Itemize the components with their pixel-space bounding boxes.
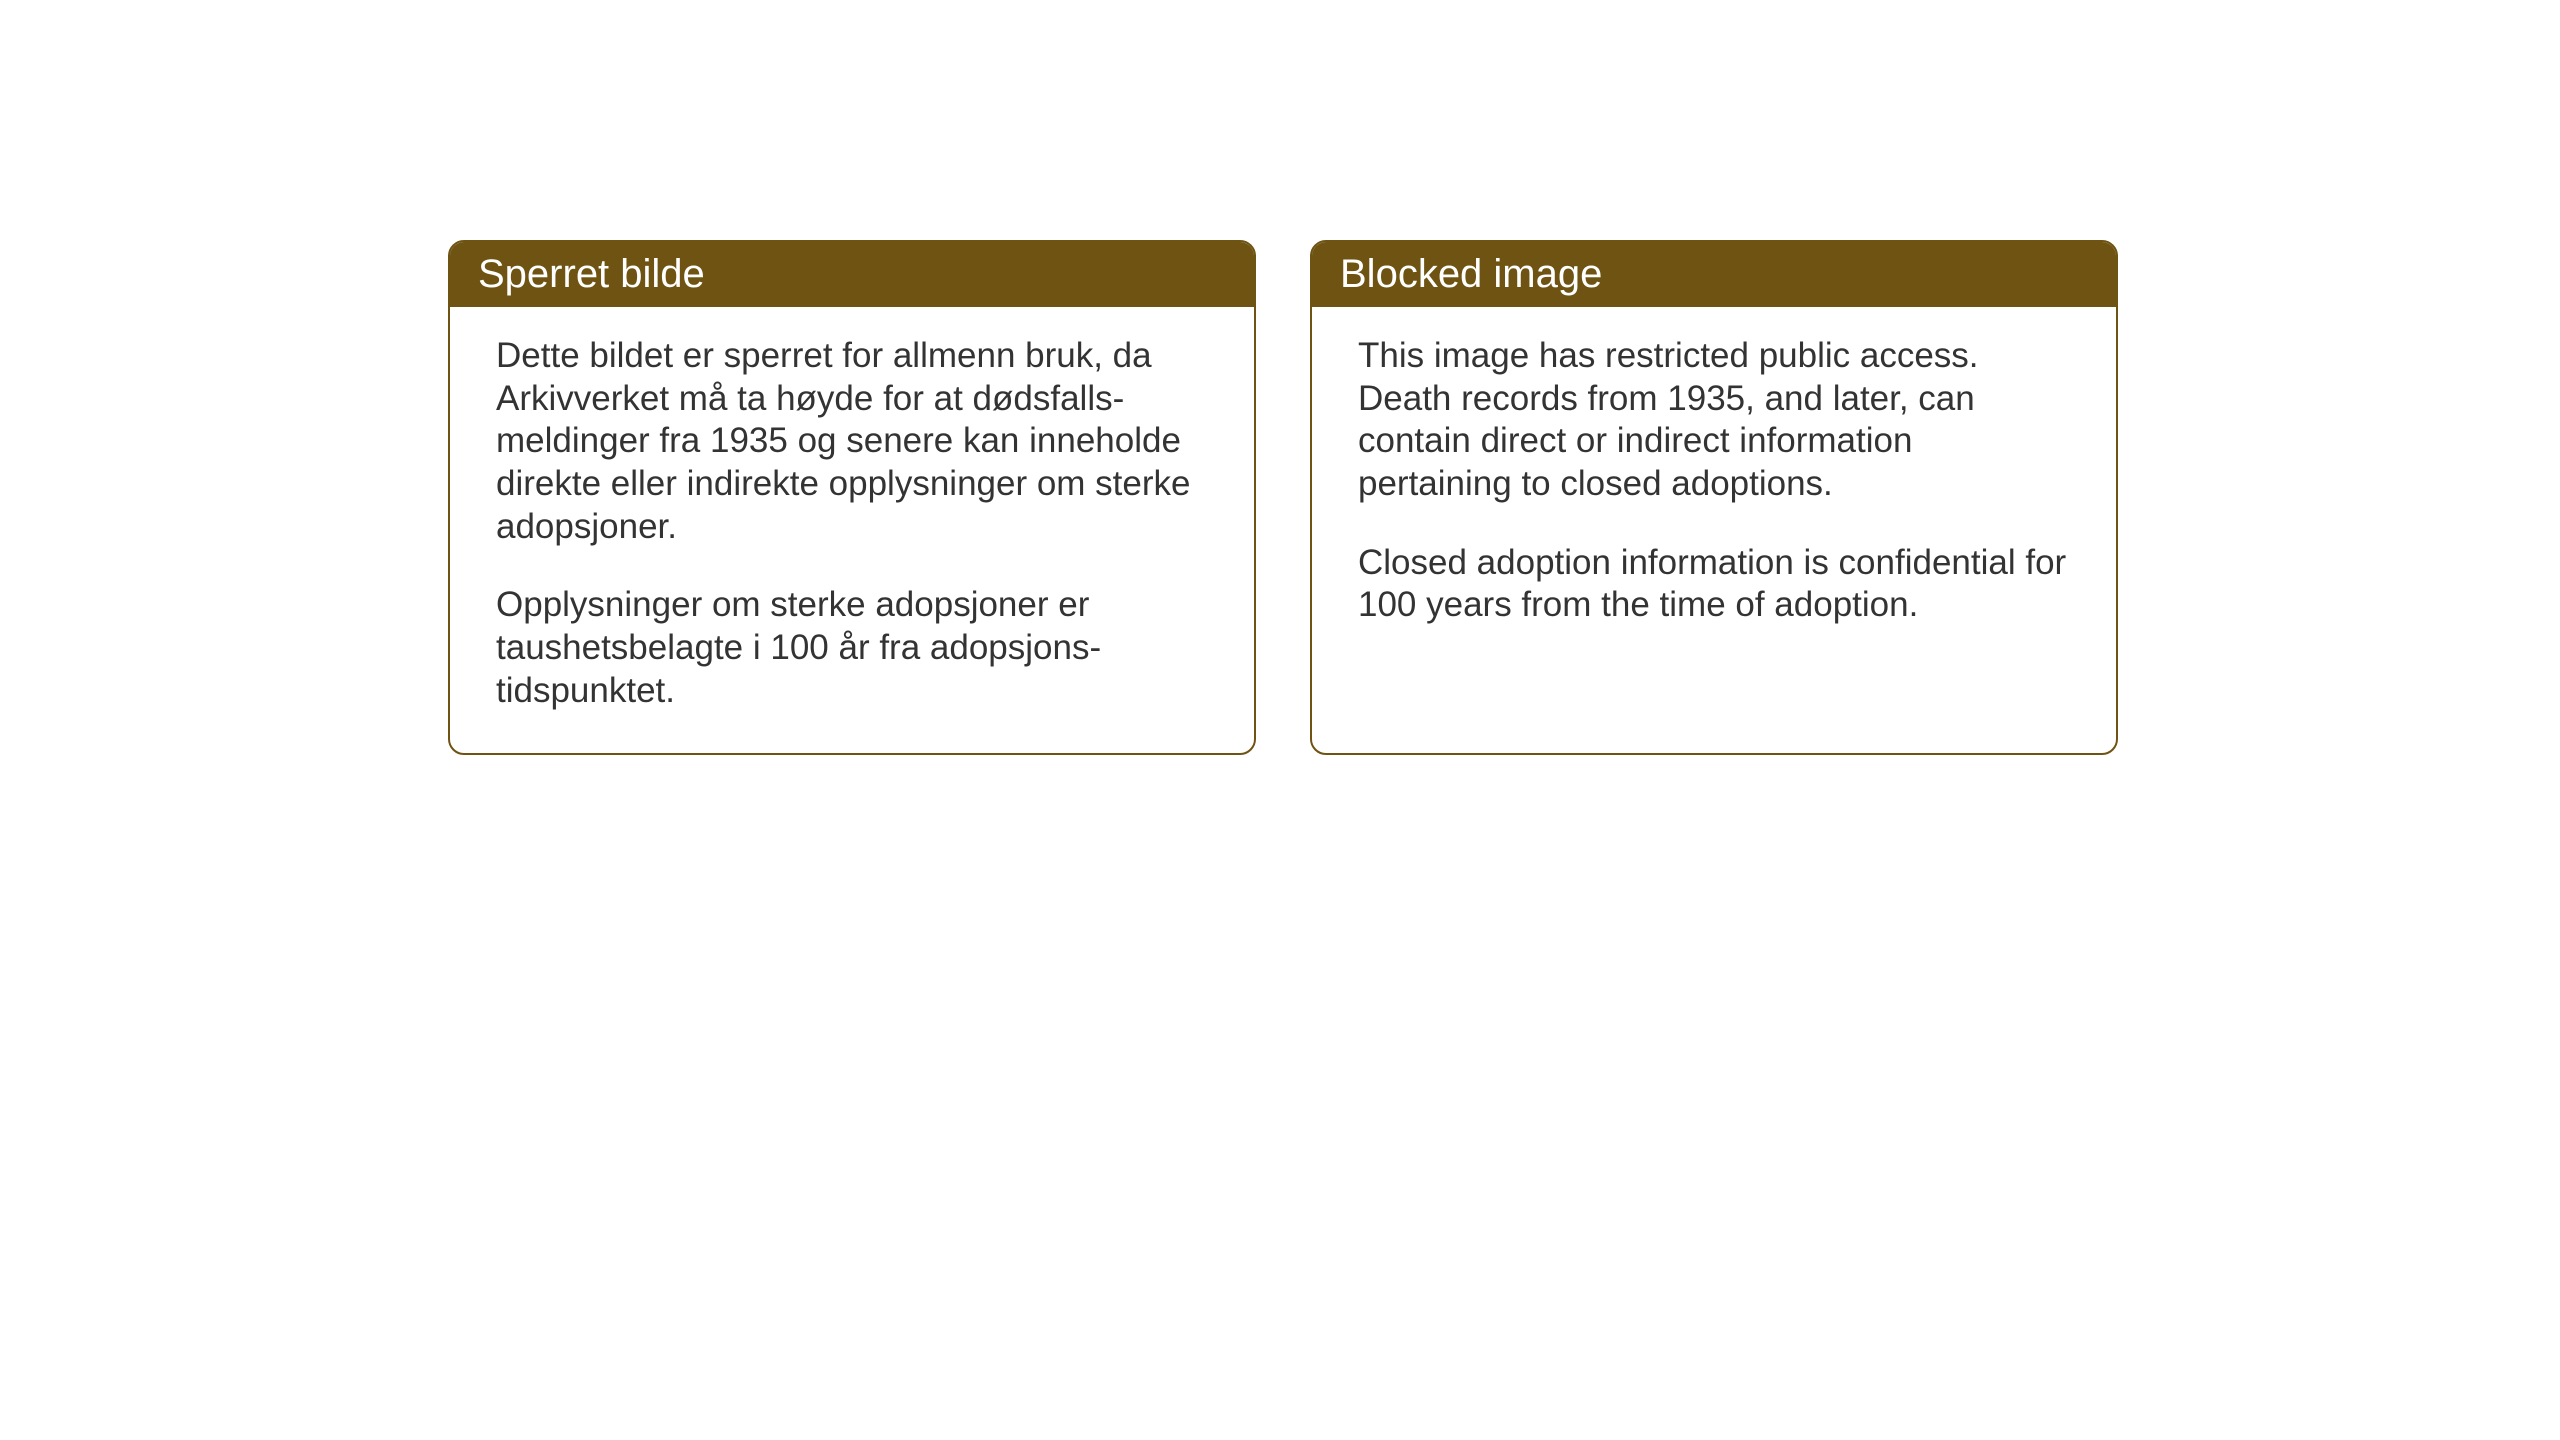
english-card: Blocked image This image has restricted … bbox=[1310, 240, 2118, 755]
english-paragraph-1: This image has restricted public access.… bbox=[1358, 335, 2070, 506]
norwegian-paragraph-1: Dette bildet er sperret for allmenn bruk… bbox=[496, 335, 1208, 548]
norwegian-card-header: Sperret bilde bbox=[450, 242, 1254, 307]
norwegian-card-body: Dette bildet er sperret for allmenn bruk… bbox=[450, 307, 1254, 753]
cards-container: Sperret bilde Dette bildet er sperret fo… bbox=[448, 240, 2118, 755]
english-card-body: This image has restricted public access.… bbox=[1312, 307, 2116, 667]
english-card-header: Blocked image bbox=[1312, 242, 2116, 307]
english-paragraph-2: Closed adoption information is confident… bbox=[1358, 542, 2070, 627]
norwegian-card: Sperret bilde Dette bildet er sperret fo… bbox=[448, 240, 1256, 755]
norwegian-paragraph-2: Opplysninger om sterke adopsjoner er tau… bbox=[496, 584, 1208, 712]
